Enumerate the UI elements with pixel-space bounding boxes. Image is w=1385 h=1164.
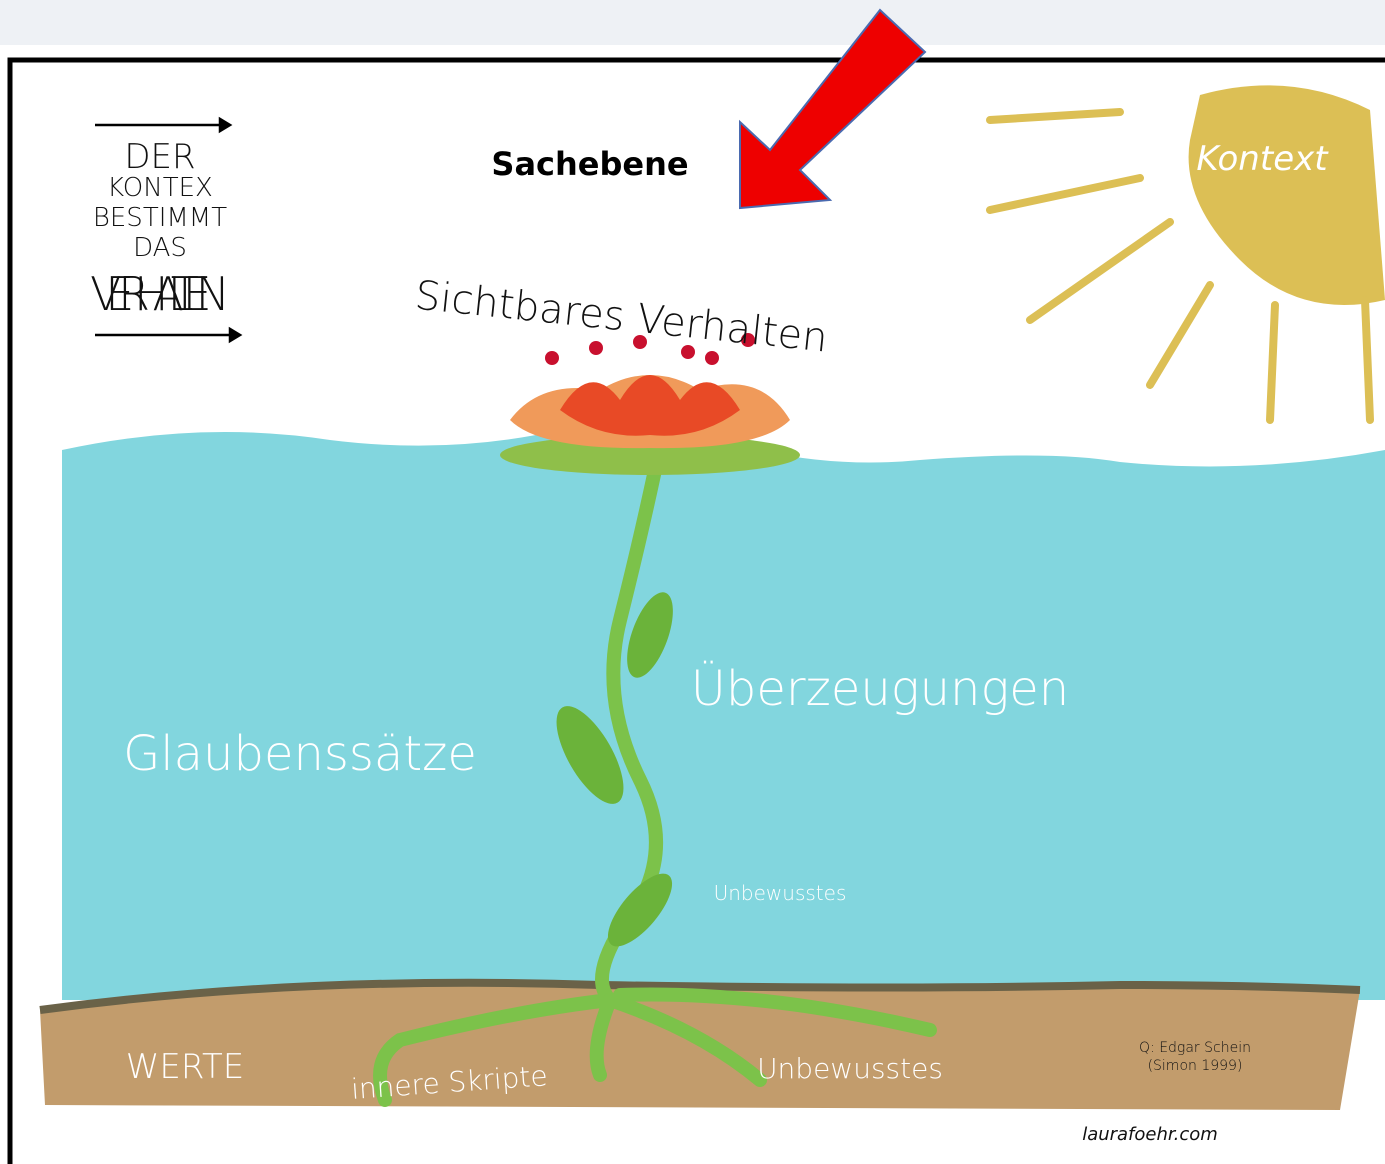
top-band <box>0 0 1385 45</box>
signature: laurafoehr.com <box>1082 1124 1218 1145</box>
motto-line: DAS <box>133 233 187 263</box>
sachebene-label: Sachebene <box>491 145 688 183</box>
water-small-label: Unbewusstes <box>714 881 847 905</box>
ground-left-label: WERTE <box>126 1047 245 1087</box>
water-left-label: Glaubenssätze <box>123 726 477 782</box>
page: Sachebene DER KONTEX BESTIMMT DAS VERHAL… <box>0 0 1385 1164</box>
ground-right-label: Unbewusstes <box>757 1052 943 1085</box>
water-right-label: Überzeugungen <box>691 661 1069 717</box>
slide: Sachebene DER KONTEX BESTIMMT DAS VERHAL… <box>0 0 1385 1164</box>
sun-label: Kontext <box>1196 139 1329 179</box>
source-line: (Simon 1999) <box>1148 1058 1243 1074</box>
source-line: Q: Edgar Schein <box>1139 1040 1251 1056</box>
motto-line: DER <box>124 137 195 177</box>
motto-line: BESTIMMT <box>93 203 227 233</box>
motto-line: VERHALTEN <box>90 267 230 321</box>
motto-line: KONTEX <box>107 173 213 203</box>
